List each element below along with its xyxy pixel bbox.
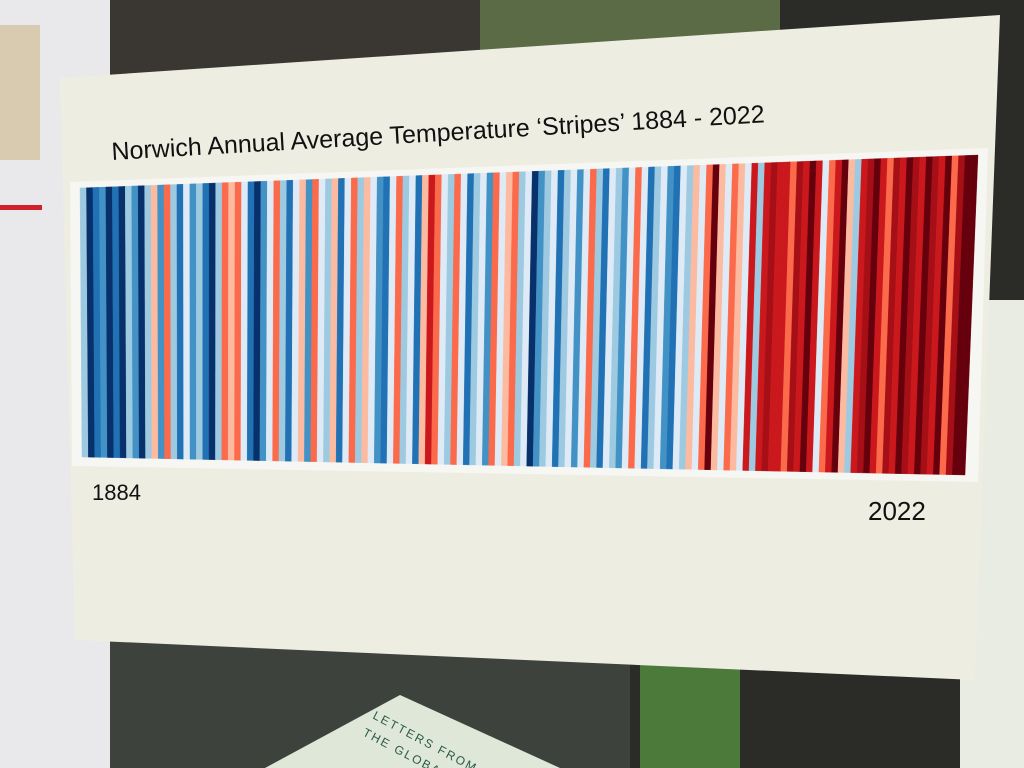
stripe [221, 182, 229, 461]
stripe [958, 154, 979, 476]
stripe [157, 184, 165, 459]
end-label: 2022 [868, 496, 926, 526]
red-strip [0, 205, 42, 210]
stripe [196, 183, 203, 460]
book [265, 695, 560, 768]
stripe [163, 184, 172, 460]
stripe [150, 184, 159, 459]
bag [640, 665, 740, 768]
stripe [208, 182, 216, 460]
stripe [144, 185, 153, 459]
stripe [189, 183, 197, 460]
stripe [234, 181, 242, 461]
stripe [170, 184, 178, 460]
left-photo [0, 25, 40, 160]
stripe [253, 181, 262, 461]
start-label: 1884 [92, 480, 141, 505]
stripe [227, 182, 236, 461]
stripe [137, 185, 146, 459]
stripes [79, 154, 979, 476]
stripe [202, 183, 210, 460]
stripe [131, 185, 140, 459]
stripe [246, 181, 255, 461]
stripe [183, 183, 191, 460]
stripe [176, 183, 184, 460]
stripe [215, 182, 223, 461]
stripe [240, 181, 249, 461]
